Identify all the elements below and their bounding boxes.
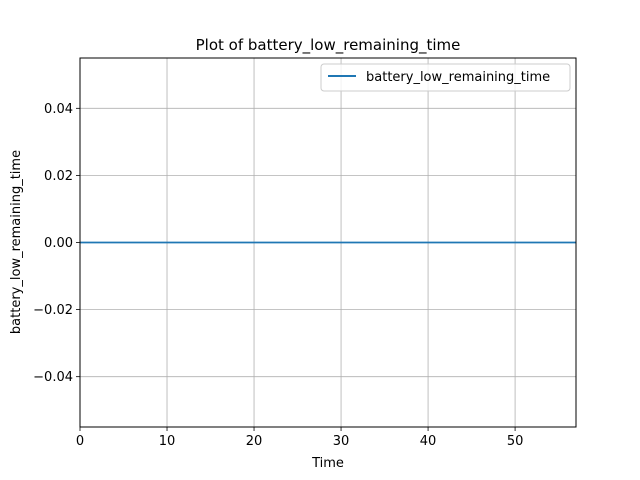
- x-tick-label: 40: [420, 434, 437, 449]
- y-tick-label: 0.00: [44, 236, 73, 251]
- x-tick-label: 10: [159, 434, 176, 449]
- x-axis-label: Time: [311, 456, 344, 471]
- y-axis-label: battery_low_remaining_time: [9, 150, 24, 334]
- y-tick-label: −0.04: [33, 370, 73, 385]
- x-tick-label: 50: [507, 434, 524, 449]
- y-tick-label: 0.02: [44, 169, 73, 184]
- legend-box: [320, 63, 571, 92]
- y-tick-label: 0.04: [44, 102, 73, 117]
- tick-layer: 0 10 20 30 40 50 −0.04 −0.02 0.00 0.02 0.04: [33, 102, 523, 449]
- x-tick-label: 30: [333, 434, 350, 449]
- chart-title: Plot of battery_low_remaining_time: [196, 36, 461, 55]
- x-tick-label: 20: [246, 434, 263, 449]
- legend: battery_low_remaining_time: [320, 63, 571, 92]
- y-tick-label: −0.02: [33, 303, 73, 318]
- x-tick-label: 0: [76, 434, 84, 449]
- legend-label: battery_low_remaining_time: [366, 70, 550, 85]
